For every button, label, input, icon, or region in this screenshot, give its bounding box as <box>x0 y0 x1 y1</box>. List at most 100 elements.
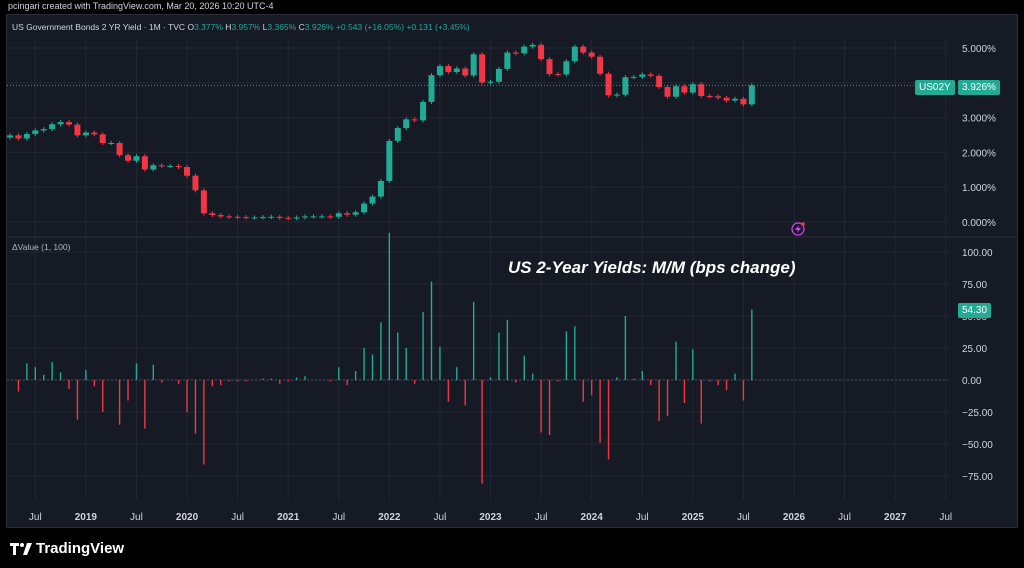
candle-body <box>192 175 199 191</box>
chart-header: US Government Bonds 2 YR Yield · 1M · TV… <box>12 22 470 32</box>
x-tick-label: Jul <box>434 512 447 523</box>
candle-body <box>23 133 30 139</box>
candle-body <box>504 52 511 69</box>
price-badge: 3.926% <box>958 80 1000 95</box>
x-tick-label: 2023 <box>479 512 502 523</box>
candle-body <box>217 215 224 217</box>
candle-body <box>630 76 637 78</box>
candle-body <box>57 122 64 125</box>
candle-body <box>285 217 292 219</box>
price-tick-label: 2.000% <box>962 148 996 159</box>
x-tick-label: Jul <box>737 512 750 523</box>
candle-body <box>411 119 418 121</box>
candle-body <box>639 74 646 77</box>
ohlc-high: 3.957% <box>231 22 261 32</box>
change-secondary: +0.131 (+3.45%) <box>406 22 470 32</box>
candle-body <box>66 122 73 125</box>
candle-body <box>622 77 629 95</box>
candle-body <box>445 66 452 73</box>
candle-body <box>7 135 13 138</box>
candle-body <box>470 54 477 76</box>
symbol-badge: US02Y <box>915 80 955 95</box>
price-tick-label: 3.000% <box>962 114 996 125</box>
candle-body <box>479 54 486 83</box>
x-tick-label: 2027 <box>884 512 907 523</box>
ohlc-open-label: O <box>187 22 195 32</box>
candle-body <box>495 68 502 82</box>
x-tick-label: Jul <box>535 512 548 523</box>
candle-body <box>403 119 410 129</box>
candle-body <box>276 216 283 218</box>
candle-body <box>723 97 730 101</box>
candle-body <box>158 165 165 167</box>
candle-body <box>689 84 696 93</box>
candle-body <box>91 132 98 135</box>
candle-body <box>175 165 182 168</box>
ohlc-low-label: L <box>262 22 268 32</box>
x-tick-label: Jul <box>231 512 244 523</box>
candle-body <box>327 216 334 218</box>
chart-canvas[interactable]: 5.000%4.000%3.000%2.000%1.000%0.000%100.… <box>0 0 1024 540</box>
candle-body <box>428 75 435 102</box>
candle-body <box>293 217 300 219</box>
ohlc-open: 3.377% <box>194 22 223 32</box>
candle-body <box>361 203 368 213</box>
candle-body <box>647 74 654 76</box>
candle-body <box>554 74 561 76</box>
candle-body <box>563 61 570 75</box>
x-tick-label: 2025 <box>682 512 705 523</box>
candle-body <box>597 56 604 74</box>
candle-body <box>731 98 738 101</box>
candle-body <box>49 124 56 130</box>
candle-body <box>259 217 266 219</box>
candle-body <box>268 216 275 218</box>
price-tick-label: 0.000% <box>962 218 996 229</box>
credit-text: pcingari created with TradingView.com, M… <box>8 1 274 11</box>
indicator-value-badge: 54.30 <box>958 303 992 318</box>
candle-body <box>167 165 174 167</box>
candle-body <box>546 59 553 75</box>
chart-frame <box>6 14 1018 528</box>
indicator-tick-label: −50.00 <box>962 440 993 451</box>
candle-body <box>243 217 250 219</box>
candle-body <box>302 216 309 218</box>
candle-body <box>538 44 545 60</box>
x-tick-label: 2020 <box>176 512 199 523</box>
candle-body <box>108 143 115 145</box>
candle-body <box>335 213 342 217</box>
brand-name: TradingView <box>36 540 125 557</box>
tv-logo-icon <box>10 542 32 555</box>
candle-body <box>74 124 81 136</box>
candle-body <box>310 216 317 218</box>
x-tick-label: Jul <box>130 512 143 523</box>
indicator-tick-label: −25.00 <box>962 408 993 419</box>
price-tick-label: 1.000% <box>962 183 996 194</box>
candle-body <box>588 52 595 57</box>
lightning-icon <box>795 225 801 233</box>
candle-body <box>571 46 578 62</box>
chart-annotation: US 2-Year Yields: M/M (bps change) <box>508 258 796 277</box>
candle-body <box>251 217 258 219</box>
event-dot <box>801 222 805 226</box>
top-bar: pcingari created with TradingView.com, M… <box>0 0 1024 14</box>
candle-body <box>656 75 663 87</box>
candle-body <box>420 101 427 121</box>
candle-body <box>462 68 469 76</box>
x-tick-label: 2024 <box>581 512 604 523</box>
candle-body <box>99 134 106 144</box>
candle-body <box>706 96 713 98</box>
indicator-tick-label: 0.00 <box>962 376 982 387</box>
indicator-tick-label: 25.00 <box>962 344 987 355</box>
candle-body <box>82 132 89 136</box>
candle-body <box>318 216 325 218</box>
candle-body <box>672 86 679 97</box>
candle-body <box>529 44 536 47</box>
candle-body <box>369 196 376 204</box>
candle-body <box>580 46 587 53</box>
tradingview-logo[interactable]: TradingView <box>10 540 124 557</box>
candle-body <box>200 190 207 214</box>
candle-body <box>32 130 39 134</box>
candle-body <box>715 96 722 98</box>
candle-body <box>613 94 620 96</box>
candle-body <box>209 213 216 216</box>
